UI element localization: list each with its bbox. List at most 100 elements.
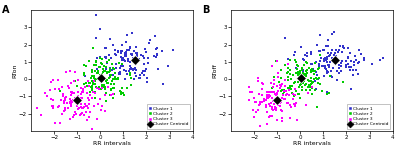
Point <box>351 60 358 63</box>
Point <box>112 72 118 74</box>
Point <box>82 75 88 78</box>
Point <box>321 74 328 77</box>
Point <box>87 111 93 113</box>
Point <box>170 49 176 51</box>
Point <box>105 82 111 85</box>
Point <box>98 77 105 79</box>
Point <box>144 77 150 79</box>
Point <box>71 114 77 117</box>
Point <box>289 91 295 94</box>
Point <box>81 83 87 85</box>
Point <box>279 116 285 119</box>
Point <box>98 79 104 82</box>
Point <box>314 44 320 47</box>
Point <box>328 51 334 54</box>
Point <box>353 69 360 71</box>
Point <box>88 89 95 91</box>
Point <box>298 67 305 70</box>
Point <box>78 105 84 108</box>
Point <box>98 109 104 112</box>
Point <box>271 79 277 81</box>
Point <box>122 60 128 62</box>
Point <box>59 86 66 88</box>
Point <box>291 94 298 97</box>
Point <box>287 59 294 61</box>
Point <box>259 94 266 96</box>
Point <box>78 103 85 105</box>
Point <box>320 49 327 52</box>
Point <box>321 58 328 60</box>
Point <box>87 86 94 88</box>
Point <box>322 65 328 67</box>
Point <box>312 77 319 79</box>
Point <box>380 57 386 60</box>
Point <box>311 73 317 75</box>
Point <box>323 57 329 59</box>
Point <box>96 97 103 100</box>
Point <box>250 109 256 111</box>
Point <box>284 102 290 104</box>
Point <box>68 100 74 102</box>
Point <box>106 54 112 57</box>
Point <box>280 97 287 100</box>
Point <box>303 83 309 85</box>
Point <box>278 76 284 79</box>
Point <box>292 90 299 92</box>
Point <box>282 36 288 39</box>
Point <box>119 56 126 59</box>
Point <box>102 67 109 70</box>
Point <box>292 105 298 107</box>
Point <box>47 98 54 100</box>
Point <box>129 53 135 55</box>
Point <box>284 72 290 74</box>
Point <box>80 71 87 74</box>
Point <box>277 105 284 108</box>
Point <box>131 49 137 52</box>
Point <box>108 83 114 85</box>
Point <box>98 76 104 79</box>
Point <box>276 101 283 104</box>
Point <box>317 33 324 36</box>
Point <box>107 70 114 73</box>
Point <box>92 70 98 72</box>
Point <box>293 61 299 64</box>
Point <box>266 95 273 98</box>
Point <box>123 51 130 54</box>
Point <box>298 88 305 91</box>
Point <box>251 116 258 118</box>
Point <box>70 99 77 102</box>
Point <box>154 47 161 49</box>
Point <box>82 111 89 113</box>
Point <box>48 80 54 83</box>
Point <box>126 69 132 72</box>
Point <box>132 72 138 74</box>
Point <box>62 109 69 111</box>
Point <box>341 47 347 50</box>
Point <box>72 111 78 114</box>
Point <box>296 93 302 95</box>
Point <box>91 104 98 107</box>
Point <box>298 46 304 49</box>
Point <box>280 88 287 91</box>
Point <box>316 77 322 79</box>
Point <box>122 78 128 80</box>
Point <box>278 101 284 103</box>
Point <box>107 76 114 78</box>
Point <box>369 62 376 65</box>
Point <box>308 63 315 65</box>
Point <box>119 50 125 52</box>
Point <box>301 78 307 80</box>
Point <box>355 62 362 64</box>
Point <box>67 101 73 104</box>
Point <box>112 54 119 56</box>
Point <box>110 93 117 95</box>
Point <box>299 88 305 91</box>
Point <box>292 88 298 91</box>
Point <box>143 51 150 53</box>
Point <box>110 93 116 95</box>
Point <box>288 87 294 90</box>
Point <box>308 83 314 85</box>
Point <box>59 112 66 115</box>
Point <box>102 56 108 58</box>
Point <box>261 100 268 102</box>
